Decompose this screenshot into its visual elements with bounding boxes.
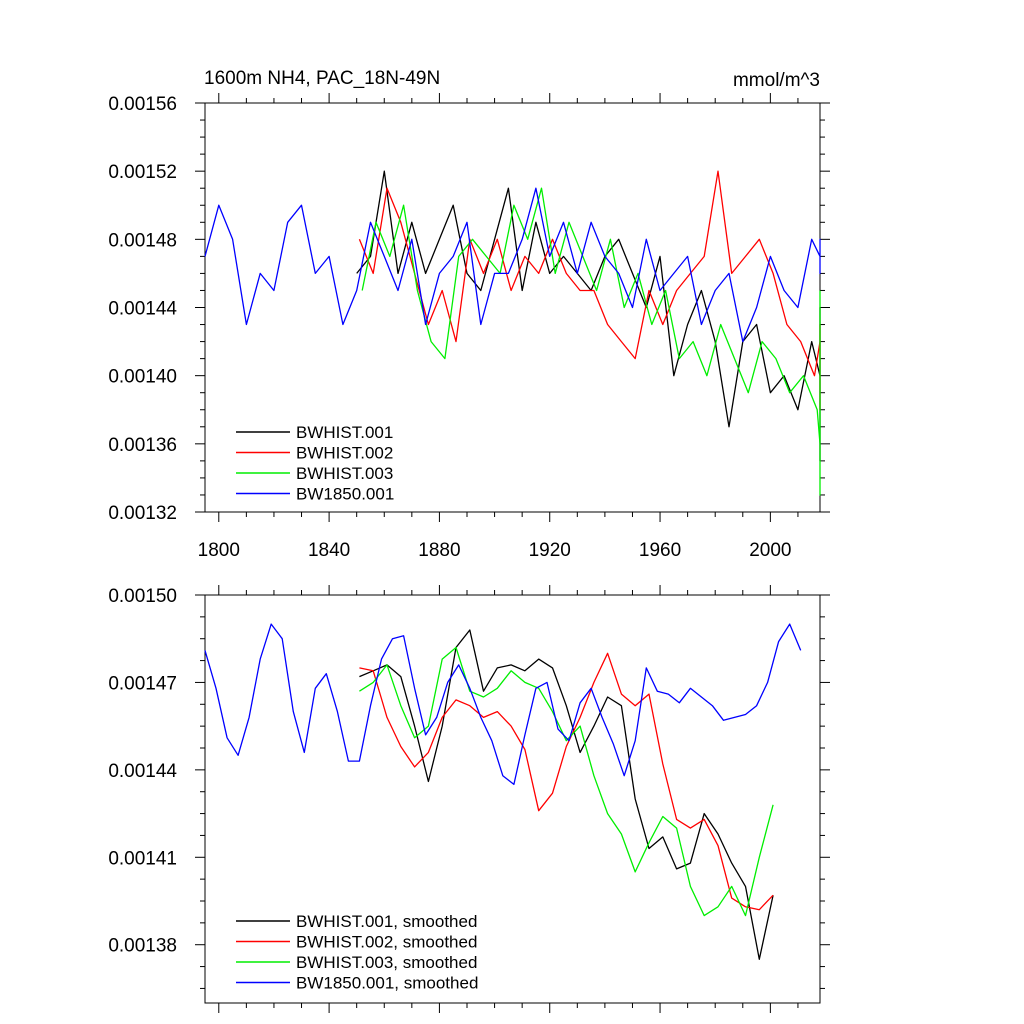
chart-title-right: mmol/m^3	[733, 70, 820, 91]
chart-title-left: 1600m NH4, PAC_18N-49N	[204, 68, 440, 89]
y-tick-label: 0.00136	[108, 435, 177, 456]
x-tick-label: 1800	[198, 540, 240, 561]
series-line-1	[359, 629, 774, 960]
y-tick-label: 0.00148	[108, 230, 177, 251]
x-tick-label: 1840	[308, 540, 350, 561]
series-line-3	[361, 187, 821, 496]
x-tick-label: 2000	[749, 540, 791, 561]
legend-label: BWHIST.003, smoothed	[296, 953, 477, 972]
legend-label: BWHIST.002, smoothed	[296, 933, 477, 952]
series-line-2	[359, 652, 774, 911]
legend-label: BWHIST.003	[296, 464, 393, 483]
y-tick-label: 0.00132	[108, 503, 177, 524]
series-line-1	[356, 170, 821, 462]
x-tick-label: 1920	[529, 540, 571, 561]
y-tick-label: 0.00141	[108, 848, 177, 869]
y-tick-label: 0.00144	[108, 761, 177, 782]
y-tick-label: 0.00150	[108, 586, 177, 607]
x-tick-label: 1960	[639, 540, 681, 561]
y-tick-label: 0.00152	[108, 162, 177, 183]
series-line-4	[204, 623, 802, 786]
top-chart-panel: 1600m NH4, PAC_18N-49N mmol/m^3 1800 1840…	[108, 68, 830, 561]
legend-label: BWHIST.002	[296, 444, 393, 463]
series-line-2	[358, 170, 821, 411]
legend-label: BWHIST.001	[296, 423, 393, 442]
y-tick-label: 0.00156	[108, 94, 177, 115]
legend-label: BW1850.001, smoothed	[296, 974, 478, 993]
legend-label: BW1850.001	[296, 485, 394, 504]
legend-label: BWHIST.001, smoothed	[296, 912, 477, 931]
y-tick-label: 0.00147	[108, 673, 177, 694]
y-tick-label: 0.00138	[108, 936, 177, 957]
bottom-chart-panel: 0.00138 0.00141 0.00144 0.00147 0.00150 BWHIS…	[108, 585, 830, 1013]
y-tick-label: 0.00140	[108, 367, 177, 388]
series-line-3	[359, 646, 774, 917]
x-tick-label: 1880	[418, 540, 460, 561]
plot-frame	[204, 594, 821, 1004]
series-line-4	[204, 187, 821, 343]
y-tick-label: 0.00144	[108, 299, 177, 320]
